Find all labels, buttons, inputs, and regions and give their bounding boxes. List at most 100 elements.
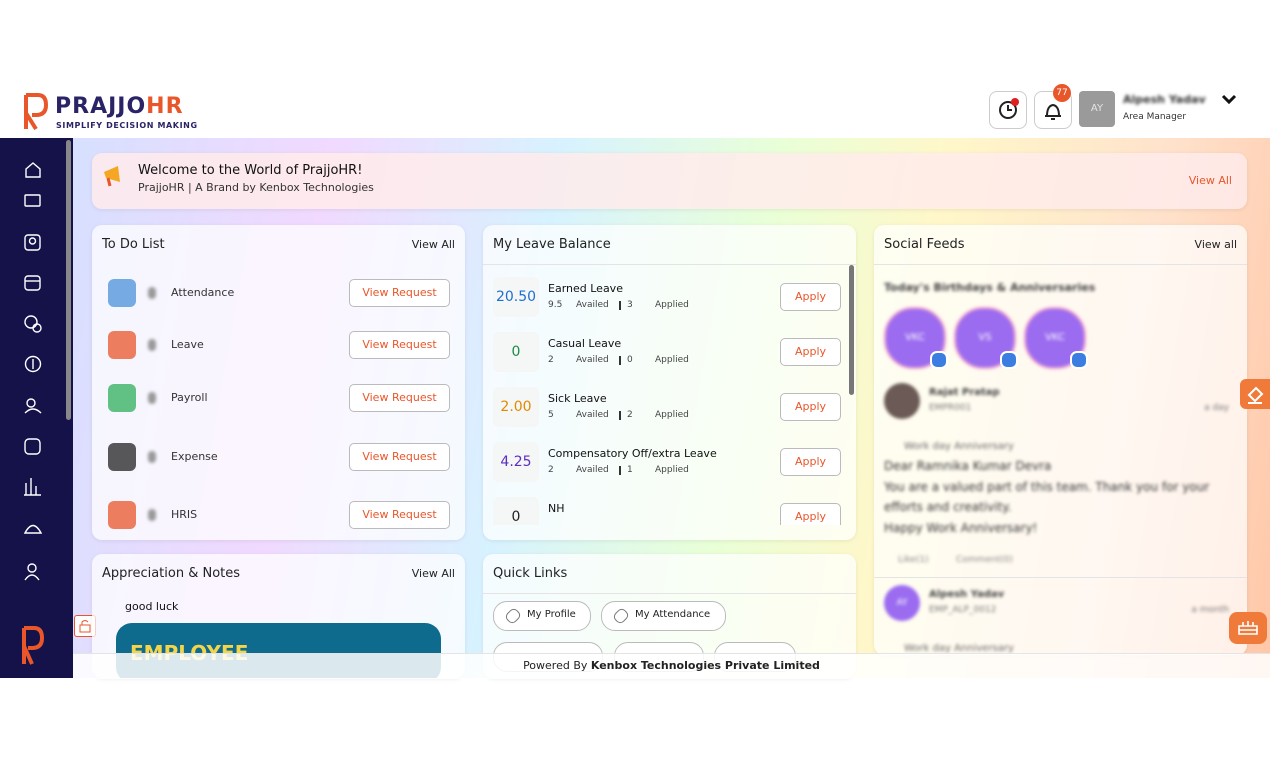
count-dot — [148, 509, 156, 521]
leave-card: My Leave Balance 20.50 Earned Leave 9.5 Ava… — [483, 225, 856, 540]
welcome-banner: Welcome to the World of PrajjoHR! Prajjo… — [92, 153, 1247, 209]
lock-button[interactable] — [74, 615, 96, 637]
quick-link[interactable]: My Attendance — [601, 601, 726, 631]
birthdays-title: Today's Birthdays & Anniversaries — [884, 281, 1096, 294]
count-dot — [148, 339, 156, 351]
banner-title: Welcome to the World of PrajjoHR! — [138, 163, 363, 178]
post-line: You are a valued part of this team. Than… — [884, 479, 1210, 494]
applied-label: Applied — [655, 410, 689, 420]
bell-icon — [1045, 103, 1061, 120]
brand: PRAJJO — [55, 94, 147, 119]
post-line: Dear Ramnika Kumar Devra — [884, 459, 1052, 473]
count-dot — [148, 451, 156, 463]
view-request-button[interactable]: View Request — [349, 331, 450, 359]
user-avatar[interactable]: AY — [1079, 91, 1115, 127]
clock-button[interactable] — [989, 91, 1027, 129]
card-title: Quick Links — [493, 566, 568, 581]
lock-icon — [79, 620, 91, 633]
view-request-button[interactable]: View Request — [349, 279, 450, 307]
divider — [874, 264, 1247, 265]
leave-name: Earned Leave — [548, 282, 623, 295]
todo-label: Payroll — [171, 391, 208, 404]
balance-box: 20.50 — [493, 277, 539, 317]
todo-label: HRIS — [171, 508, 198, 521]
post-time: a month — [1191, 605, 1229, 615]
footer-company: Kenbox Technologies Private Limited — [590, 659, 820, 672]
availed-count: 5 — [548, 410, 554, 420]
notification-button[interactable]: 77 — [1034, 84, 1072, 129]
sidebar-logo — [22, 626, 45, 665]
balance-box: 4.25 — [493, 442, 539, 482]
view-request-button[interactable]: View Request — [349, 501, 450, 529]
separator — [619, 411, 621, 420]
todo-icon — [108, 279, 136, 307]
applied-count: 2 — [627, 410, 633, 420]
logo-text: PRAJJOHR — [55, 94, 184, 119]
banner-link[interactable]: View All — [1188, 174, 1232, 187]
celebration-button[interactable] — [1229, 612, 1267, 644]
todo-label: Expense — [171, 450, 218, 463]
apply-button[interactable]: Apply — [780, 338, 841, 366]
banner-subtitle: PrajjoHR | A Brand by Kenbox Technologie… — [138, 181, 374, 194]
divider — [483, 593, 856, 594]
post-avatar — [884, 383, 920, 419]
view-request-button[interactable]: View Request — [349, 384, 450, 412]
theme-button[interactable] — [1240, 379, 1270, 409]
applied-label: Applied — [655, 355, 689, 365]
count-dot — [148, 287, 156, 299]
view-request-button[interactable]: View Request — [349, 443, 450, 471]
apply-button[interactable]: Apply — [780, 283, 841, 311]
social-card: Social Feeds View all Today's Birthdays … — [874, 225, 1247, 655]
count-dot — [148, 392, 156, 404]
card-link[interactable]: View All — [411, 567, 455, 580]
sidebar-icons[interactable] — [0, 138, 66, 618]
leave-name: Casual Leave — [548, 337, 622, 350]
like-button[interactable]: Like(1) — [898, 555, 929, 565]
scrollbar — [849, 265, 854, 395]
availed-label: Availed — [576, 465, 609, 475]
link-icon — [611, 606, 631, 626]
apply-button[interactable]: Apply — [780, 448, 841, 476]
quick-link-label: My Attendance — [635, 609, 711, 620]
separator — [619, 356, 621, 365]
todo-icon — [108, 384, 136, 412]
tagline: SIMPLIFY DECISION MAKING — [56, 121, 198, 130]
footer-prefix: Powered By — [523, 659, 588, 672]
post-emp-id: EMP_ALP_0012 — [929, 605, 997, 615]
apply-button[interactable]: Apply — [780, 503, 841, 525]
comment-button[interactable]: Comment(0) — [956, 555, 1013, 565]
balance-box: 0 — [493, 497, 539, 525]
quick-link[interactable]: My Profile — [493, 601, 591, 631]
quick-link-label: My Profile — [527, 609, 576, 620]
availed-count: 2 — [548, 465, 554, 475]
notification-badge: 77 — [1053, 84, 1071, 102]
post-line: efforts and creativity. — [884, 500, 1012, 514]
post-time: a day — [1204, 403, 1229, 413]
todo-label: Attendance — [171, 286, 235, 299]
clock-icon — [999, 98, 1019, 119]
apply-button[interactable]: Apply — [780, 393, 841, 421]
avatar-badge — [930, 351, 948, 369]
note-text: good luck — [125, 600, 179, 613]
separator — [619, 301, 621, 310]
link-icon — [503, 606, 523, 626]
card-title: To Do List — [102, 237, 165, 252]
availed-label: Availed — [576, 300, 609, 310]
card-link[interactable]: View All — [411, 238, 455, 251]
card-link[interactable]: View all — [1194, 238, 1237, 251]
todo-icon — [108, 501, 136, 529]
post-emp-id: EMPR001 — [929, 403, 972, 413]
balance-box: 2.00 — [493, 387, 539, 427]
sidebar-scrollbar — [66, 140, 71, 420]
leave-name: Compensatory Off/extra Leave — [548, 447, 717, 460]
post-line: Happy Work Anniversary! — [884, 520, 1038, 535]
divider — [483, 264, 856, 265]
card-title: Social Feeds — [884, 237, 965, 252]
birthday-avatar: VKC — [884, 307, 946, 369]
todo-icon — [108, 443, 136, 471]
applied-count: 0 — [627, 355, 633, 365]
user-menu-toggle[interactable] — [1220, 92, 1238, 106]
post-author: Alpesh Yadav — [929, 589, 1005, 600]
applied-label: Applied — [655, 300, 689, 310]
